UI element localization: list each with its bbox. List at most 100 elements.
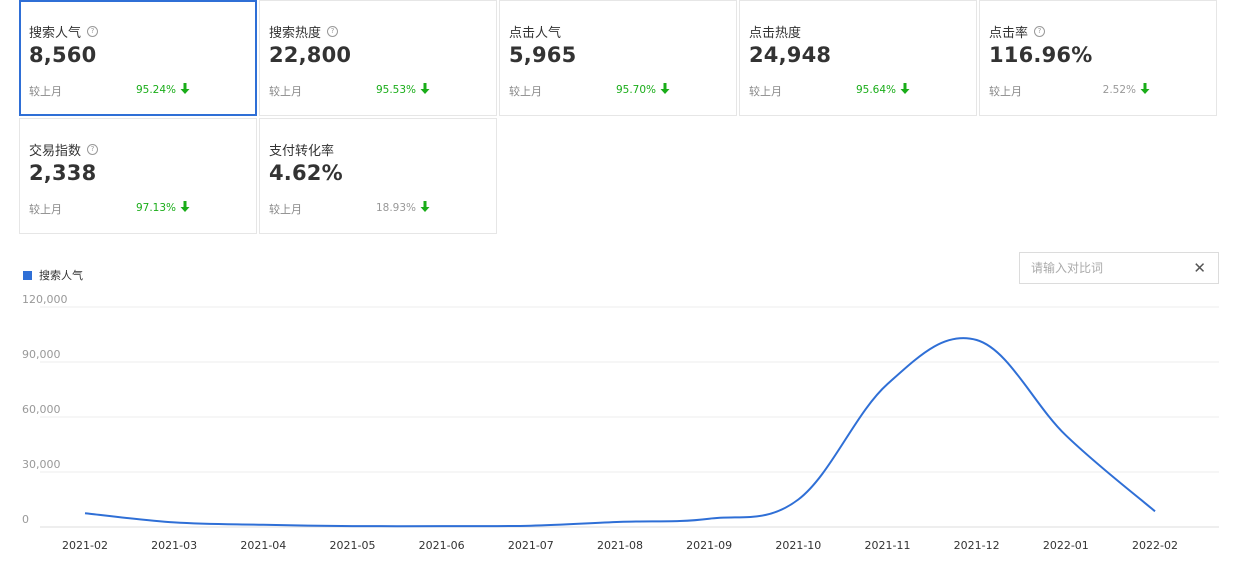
arrow-down-icon [420, 201, 430, 215]
compare-label: 较上月 [269, 85, 302, 98]
data-point[interactable] [703, 513, 715, 525]
metric-value: 8,560 [29, 43, 97, 67]
x-tick-label: 2021-06 [419, 539, 465, 552]
x-tick-label: 2021-03 [151, 539, 197, 552]
data-point[interactable] [347, 520, 359, 532]
metric-label-text: 点击人气 [509, 26, 562, 41]
y-tick-label: 120,000 [22, 293, 68, 306]
x-tick-label: 2021-04 [240, 539, 286, 552]
close-icon[interactable]: ✕ [1193, 259, 1206, 277]
help-icon[interactable]: ? [87, 26, 99, 37]
data-point[interactable] [1149, 505, 1161, 517]
change-percent-value: 97.13% [135, 202, 176, 214]
metric-label: 搜索人气? [29, 22, 99, 41]
data-point[interactable] [257, 519, 269, 531]
change-percent: 95.24% [136, 83, 190, 97]
metric-value: 2,338 [29, 161, 97, 185]
data-point[interactable] [971, 334, 983, 346]
x-tick-label: 2021-02 [62, 539, 108, 552]
change-percent: 95.70% [616, 83, 670, 97]
compare-label: 较上月 [269, 203, 302, 216]
y-tick-label: 0 [22, 513, 29, 526]
metric-cards: 搜索人气? 8,560 较上月 95.24% 搜索热度? 22,800 较上月 95.53% 点… [19, 0, 1219, 237]
compare-label: 较上月 [749, 85, 782, 98]
change-percent: 95.64% [856, 83, 910, 97]
metric-card[interactable]: 搜索热度? 22,800 较上月 95.53% [259, 0, 497, 116]
metric-label-text: 搜索热度 [269, 26, 322, 41]
metric-label: 交易指数? [29, 140, 99, 159]
metric-label-text: 搜索人气 [29, 26, 82, 41]
metric-value: 4.62% [269, 161, 343, 185]
arrow-down-icon [180, 83, 190, 97]
data-point[interactable] [1060, 429, 1072, 441]
compare-label: 较上月 [29, 203, 62, 216]
metric-label: 支付转化率 [269, 140, 334, 159]
compare-term-input[interactable] [1020, 253, 1190, 283]
metric-value: 22,800 [269, 43, 352, 67]
compare-label: 较上月 [509, 85, 542, 98]
change-percent-value: 95.64% [855, 84, 896, 96]
x-tick-label: 2021-10 [775, 539, 821, 552]
metric-value: 116.96% [989, 43, 1093, 67]
metric-label: 搜索热度? [269, 22, 339, 41]
metric-label: 点击率? [989, 22, 1046, 41]
arrow-down-icon [180, 201, 190, 215]
metric-card[interactable]: 搜索人气? 8,560 较上月 95.24% [19, 0, 257, 116]
metric-value: 24,948 [749, 43, 832, 67]
change-percent-value: 95.70% [615, 84, 656, 96]
legend-swatch [23, 270, 32, 280]
x-tick-label: 2021-11 [865, 539, 911, 552]
metric-card[interactable]: 支付转化率 4.62% 较上月 18.93% [259, 118, 497, 234]
metric-card[interactable]: 点击热度 24,948 较上月 95.64% [739, 0, 977, 116]
metric-card[interactable]: 交易指数? 2,338 较上月 97.13% [19, 118, 257, 234]
help-icon[interactable]: ? [87, 144, 99, 155]
compare-label: 较上月 [29, 85, 62, 98]
legend-label: 搜索人气 [39, 269, 83, 282]
metric-card[interactable]: 点击率? 116.96% 较上月 2.52% [979, 0, 1217, 116]
change-percent-value: 95.53% [375, 84, 416, 96]
arrow-down-icon [660, 83, 670, 97]
x-tick-label: 2021-12 [954, 539, 1000, 552]
help-icon[interactable]: ? [327, 26, 339, 37]
trend-chart: 0 30,000 60,000 90,000 120,000 2021-02 2021-03… [22, 293, 1219, 552]
change-percent: 2.52% [1103, 83, 1150, 97]
x-tick-label: 2021-09 [686, 539, 732, 552]
compare-term-input-box[interactable]: ✕ [1019, 252, 1219, 284]
metric-label-text: 点击率 [989, 26, 1029, 41]
y-tick-label: 90,000 [22, 348, 61, 361]
x-tick-label: 2021-05 [330, 539, 376, 552]
x-tick-label: 2022-01 [1043, 539, 1089, 552]
metric-label-text: 交易指数 [29, 144, 82, 159]
help-icon[interactable]: ? [1034, 26, 1046, 37]
data-point[interactable] [79, 507, 91, 519]
compare-label: 较上月 [989, 85, 1022, 98]
y-tick-label: 30,000 [22, 458, 61, 471]
change-percent: 95.53% [376, 83, 430, 97]
change-percent-value: 18.93% [375, 202, 416, 214]
metric-label-text: 支付转化率 [269, 144, 335, 159]
arrow-down-icon [900, 83, 910, 97]
chart-legend[interactable]: 搜索人气 [23, 267, 83, 283]
data-point[interactable] [882, 378, 894, 390]
x-tick-label: 2021-07 [508, 539, 554, 552]
change-percent: 18.93% [376, 201, 430, 215]
data-point[interactable] [614, 516, 626, 528]
change-percent-value: 95.24% [135, 84, 176, 96]
x-tick-label: 2022-02 [1132, 539, 1178, 552]
metric-label: 点击热度 [749, 22, 801, 41]
data-point[interactable] [792, 494, 804, 506]
arrow-down-icon [1140, 83, 1150, 97]
arrow-down-icon [420, 83, 430, 97]
metric-label: 点击人气 [509, 22, 561, 41]
y-tick-label: 60,000 [22, 403, 61, 416]
metric-label-text: 点击热度 [749, 26, 802, 41]
change-percent-value: 2.52% [1102, 84, 1136, 96]
metric-card[interactable]: 点击人气 5,965 较上月 95.70% [499, 0, 737, 116]
metric-value: 5,965 [509, 43, 577, 67]
data-point[interactable] [168, 516, 180, 528]
data-point[interactable] [525, 520, 537, 532]
x-tick-label: 2021-08 [597, 539, 643, 552]
data-point[interactable] [436, 520, 448, 532]
series-line[interactable] [84, 337, 1156, 528]
change-percent: 97.13% [136, 201, 190, 215]
